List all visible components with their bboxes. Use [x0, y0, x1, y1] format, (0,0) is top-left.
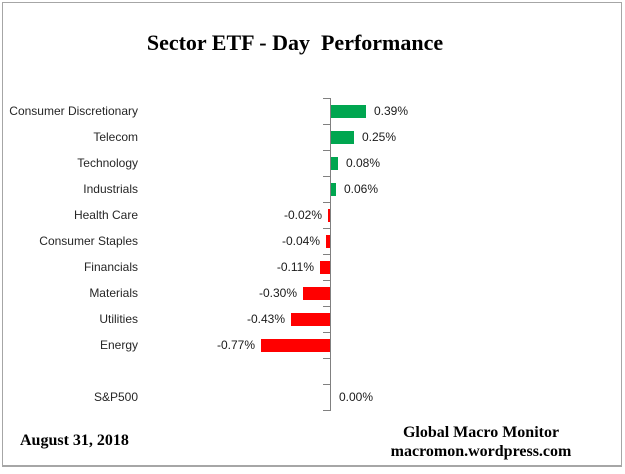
- category-label: Industrials: [83, 182, 138, 196]
- category-label: Materials: [89, 286, 138, 300]
- bar-positive: [331, 105, 366, 118]
- attribution-url: macromon.wordpress.com: [390, 443, 572, 460]
- axis-tick: [323, 150, 331, 151]
- category-label: Consumer Discretionary: [9, 104, 138, 118]
- value-label: -0.02%: [283, 208, 322, 222]
- category-label: S&P500: [93, 390, 138, 404]
- attribution-source: Global Macro Monitor: [402, 424, 560, 441]
- value-label: -0.43%: [246, 312, 285, 326]
- axis-tick: [323, 254, 331, 255]
- value-label: 0.39%: [374, 104, 409, 118]
- bar-negative: [303, 287, 330, 300]
- axis-tick: [323, 176, 331, 177]
- axis-tick: [323, 98, 331, 99]
- bar-negative: [291, 313, 330, 326]
- category-label: Health Care: [73, 208, 138, 222]
- bar-positive: [331, 131, 354, 144]
- axis-tick: [323, 280, 331, 281]
- value-label: 0.25%: [362, 130, 397, 144]
- attribution: Global Macro Monitor macromon.wordpress.…: [391, 423, 572, 461]
- value-label: -0.11%: [276, 260, 314, 274]
- bar-positive: [331, 157, 338, 170]
- axis-tick: [323, 306, 331, 307]
- axis-tick: [323, 384, 331, 385]
- bar-negative: [261, 339, 330, 352]
- category-label: Financials: [83, 260, 138, 274]
- axis-tick: [323, 124, 331, 125]
- axis-tick: [323, 332, 331, 333]
- axis-tick: [323, 228, 331, 229]
- value-label: 0.00%: [339, 390, 374, 404]
- bar-positive: [331, 183, 336, 196]
- bar-negative: [328, 209, 330, 222]
- value-label: -0.77%: [216, 338, 255, 352]
- date-label: August 31, 2018: [20, 432, 129, 449]
- value-label: 0.06%: [344, 182, 379, 196]
- axis-tick: [323, 358, 331, 359]
- category-label: Technology: [77, 156, 138, 170]
- chart-frame: [2, 2, 622, 467]
- category-label: Utilities: [99, 312, 138, 326]
- axis-tick: [323, 202, 331, 203]
- category-label: Telecom: [93, 130, 138, 144]
- bar-negative: [320, 261, 330, 274]
- chart-title: Sector ETF - Day Performance: [146, 30, 444, 55]
- bar-negative: [326, 235, 330, 248]
- value-label: 0.08%: [346, 156, 381, 170]
- value-label: -0.04%: [281, 234, 320, 248]
- category-label: Energy: [99, 338, 138, 352]
- value-label: -0.30%: [258, 286, 297, 300]
- category-label: Consumer Staples: [39, 234, 138, 248]
- axis-tick: [323, 410, 331, 411]
